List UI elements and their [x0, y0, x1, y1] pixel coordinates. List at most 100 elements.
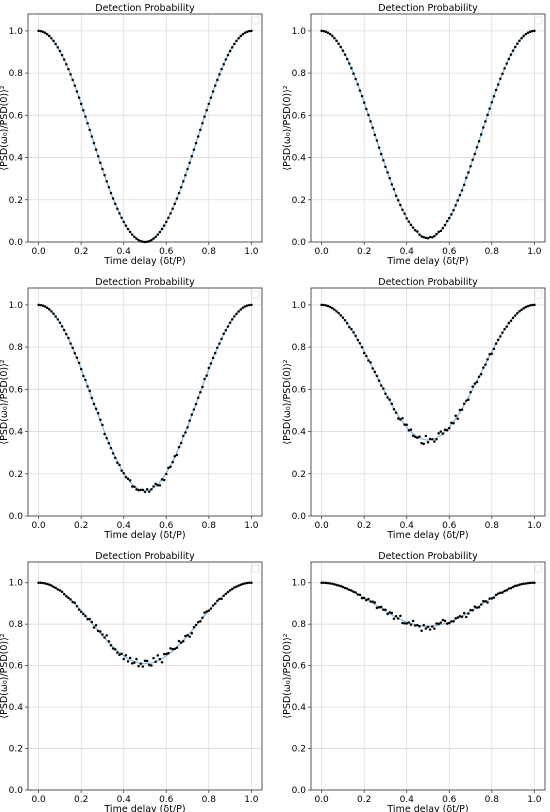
data-point — [360, 596, 364, 600]
data-point — [320, 29, 323, 33]
data-point — [169, 465, 172, 469]
data-point — [431, 236, 434, 239]
data-point — [454, 203, 457, 207]
data-point — [135, 657, 138, 661]
data-point — [367, 113, 370, 117]
data-point — [471, 385, 474, 388]
data-point — [339, 584, 343, 588]
data-point — [39, 29, 43, 33]
data-point — [494, 593, 498, 597]
data-point — [409, 623, 413, 626]
data-point — [158, 230, 162, 234]
data-point — [428, 437, 432, 441]
chart-title: Detection Probability — [378, 277, 478, 288]
data-point — [488, 353, 491, 356]
data-point — [416, 436, 419, 439]
data-point — [473, 152, 477, 156]
data-point — [126, 227, 130, 231]
data-point — [109, 644, 113, 647]
data-point — [209, 607, 213, 610]
data-point — [150, 238, 153, 242]
data-point — [522, 306, 525, 310]
data-point — [501, 591, 504, 594]
x-tick-label: 0.6 — [159, 795, 174, 805]
data-point — [424, 434, 428, 438]
data-point — [341, 316, 345, 319]
data-point — [84, 115, 87, 118]
data-point — [394, 614, 398, 618]
data-point — [50, 37, 53, 40]
data-point — [182, 434, 185, 438]
y-tick-label: 0.8 — [292, 620, 307, 630]
data-point — [120, 469, 123, 472]
x-tick-label: 0.2 — [74, 247, 88, 257]
data-point — [107, 640, 111, 643]
data-point — [122, 220, 125, 224]
data-point — [471, 158, 474, 161]
data-point — [418, 625, 421, 628]
data-point — [492, 596, 496, 599]
x-tick-label: 0.8 — [202, 247, 217, 257]
data-point — [111, 452, 115, 455]
data-point — [343, 586, 347, 590]
data-point — [103, 174, 106, 177]
data-point — [530, 581, 534, 585]
data-point — [152, 485, 155, 488]
y-tick-label: 0.0 — [292, 512, 307, 522]
data-point — [143, 240, 147, 244]
data-point — [160, 478, 164, 481]
data-point — [84, 614, 87, 618]
chart-panel-3: 0.0 0.2 0.4 0.6 0.8 1.0 0.0 0.2 0.4 0.6 0.8 1.0 Dete… — [0, 277, 263, 541]
data-point — [528, 30, 532, 33]
x-tick-label: 0.4 — [400, 521, 415, 531]
data-point — [477, 140, 481, 143]
data-point — [352, 590, 355, 594]
data-point — [243, 582, 247, 585]
y-tick-label: 0.8 — [9, 343, 24, 353]
data-point — [528, 304, 532, 307]
data-point — [92, 141, 96, 145]
data-point — [454, 414, 457, 417]
data-point — [443, 619, 447, 623]
x-axis-label: Time delay (δt/P) — [103, 256, 185, 267]
y-tick-label: 0.0 — [9, 786, 24, 796]
data-point — [390, 402, 394, 406]
data-point — [341, 49, 345, 52]
data-point — [199, 620, 202, 623]
data-point — [513, 45, 517, 49]
data-point — [50, 584, 53, 587]
data-point — [354, 591, 357, 594]
data-point — [379, 384, 383, 387]
data-point — [465, 176, 468, 179]
data-point — [156, 233, 160, 236]
x-axis-label: Time delay (δt/P) — [386, 256, 468, 267]
data-point — [237, 37, 240, 40]
data-point — [528, 581, 532, 585]
data-point — [490, 100, 494, 104]
y-axis-label: ⟨PSD(ω₀)/PSD(0)⟩² — [0, 85, 10, 170]
data-point — [456, 199, 460, 202]
data-point — [513, 314, 517, 317]
data-point — [352, 72, 355, 75]
data-point — [92, 402, 96, 406]
data-point — [403, 212, 406, 215]
data-point — [348, 325, 351, 329]
data-point — [443, 428, 447, 431]
data-point — [41, 304, 45, 307]
data-point — [190, 154, 194, 158]
data-point — [99, 161, 102, 164]
data-point — [426, 441, 430, 444]
data-point — [471, 609, 474, 612]
data-point — [511, 49, 515, 52]
x-tick-label: 0.2 — [357, 247, 371, 257]
data-point — [154, 660, 157, 664]
y-tick-label: 0.4 — [292, 703, 307, 713]
data-point — [233, 42, 236, 46]
data-point — [233, 586, 236, 589]
data-point — [71, 346, 74, 350]
data-point — [209, 362, 213, 365]
data-point — [71, 600, 74, 604]
data-point — [354, 77, 357, 81]
data-point — [94, 407, 98, 410]
data-point — [405, 622, 408, 625]
